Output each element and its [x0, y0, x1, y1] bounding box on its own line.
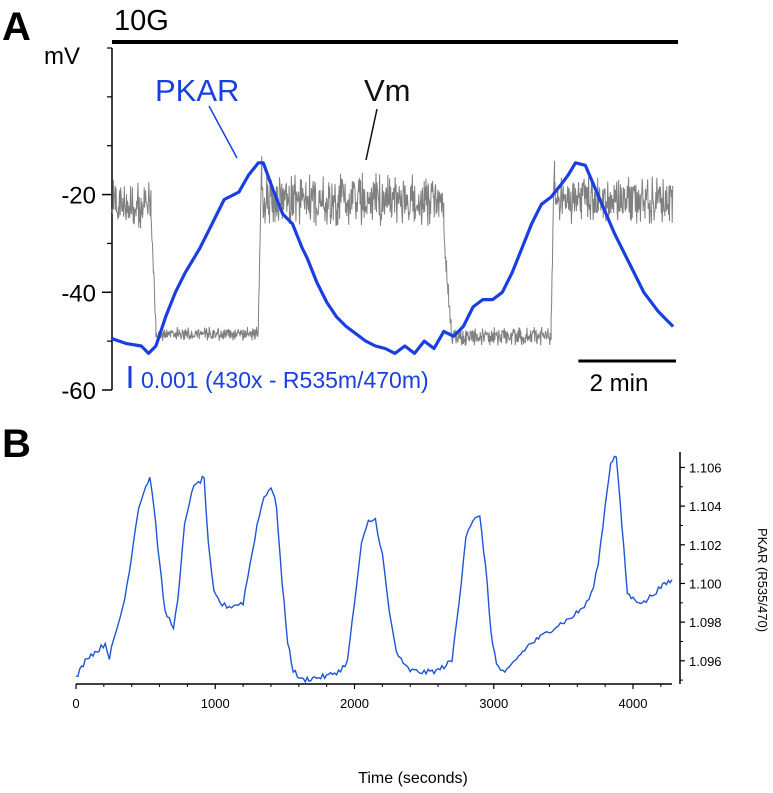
panel-b-pkar-trace: [75, 455, 673, 684]
panel-b-x-tick-label: 2000: [340, 696, 369, 711]
panel-b-x-tick-label: 1000: [201, 696, 230, 711]
panel-b-x-tick-label: 4000: [619, 696, 648, 711]
vm-trace: [111, 156, 674, 347]
pkar-label-pointer: [208, 105, 238, 159]
panel-b-y-tick-label: 1.102: [689, 538, 722, 553]
panel-b-x-tick-label: 0: [72, 696, 79, 711]
time-scale-label: 2 min: [590, 370, 649, 397]
panel-b-y-tick-label: 1.104: [689, 499, 722, 514]
panel-a-y-tick-label: -20: [61, 183, 96, 210]
panel-a-y-tick-label: -40: [61, 280, 96, 307]
panel-b-y-tick-label: 1.098: [689, 615, 722, 630]
pkar-series-label: PKAR: [155, 73, 239, 108]
y-unit-label: mV: [44, 43, 80, 70]
panel-b: B 0 1000 2000 3000 4000 1.096 1.098 1.100 1.102…: [2, 422, 770, 787]
panel-a-y-tick-label: -60: [61, 378, 96, 405]
panel-a-y-ticks: -20 -40 -60: [61, 47, 112, 405]
stimulus-label: 10G: [114, 5, 169, 37]
panel-b-y-tick-label: 1.096: [689, 654, 722, 669]
panel-b-y-tick-label: 1.100: [689, 576, 722, 591]
vm-label-pointer: [365, 108, 378, 161]
pkar-scale-label: 0.001 (430x - R535m/470m): [141, 367, 429, 393]
panel-a-letter: A: [2, 5, 31, 49]
panel-b-y-ticks: 1.096 1.098 1.100 1.102 1.104 1.106: [680, 460, 722, 681]
pkar-trace-a: [111, 161, 675, 355]
pkar-trace-group: [111, 161, 675, 355]
panel-b-y-label: PKAR (R535/470): [755, 528, 770, 632]
panel-a: A 10G mV -20 -40 -60 PKAR Vm 0.001 (430x -…: [2, 5, 678, 405]
panel-b-x-tick-label: 3000: [479, 696, 508, 711]
vm-trace-group: [111, 156, 674, 347]
panel-b-letter: B: [2, 422, 31, 466]
panel-b-x-ticks: 0 1000 2000 3000 4000: [72, 684, 662, 711]
panel-b-x-label: Time (seconds): [358, 770, 468, 787]
panel-b-trace-group: [75, 455, 673, 684]
vm-series-label: Vm: [364, 73, 411, 108]
panel-b-y-tick-label: 1.106: [689, 460, 722, 475]
